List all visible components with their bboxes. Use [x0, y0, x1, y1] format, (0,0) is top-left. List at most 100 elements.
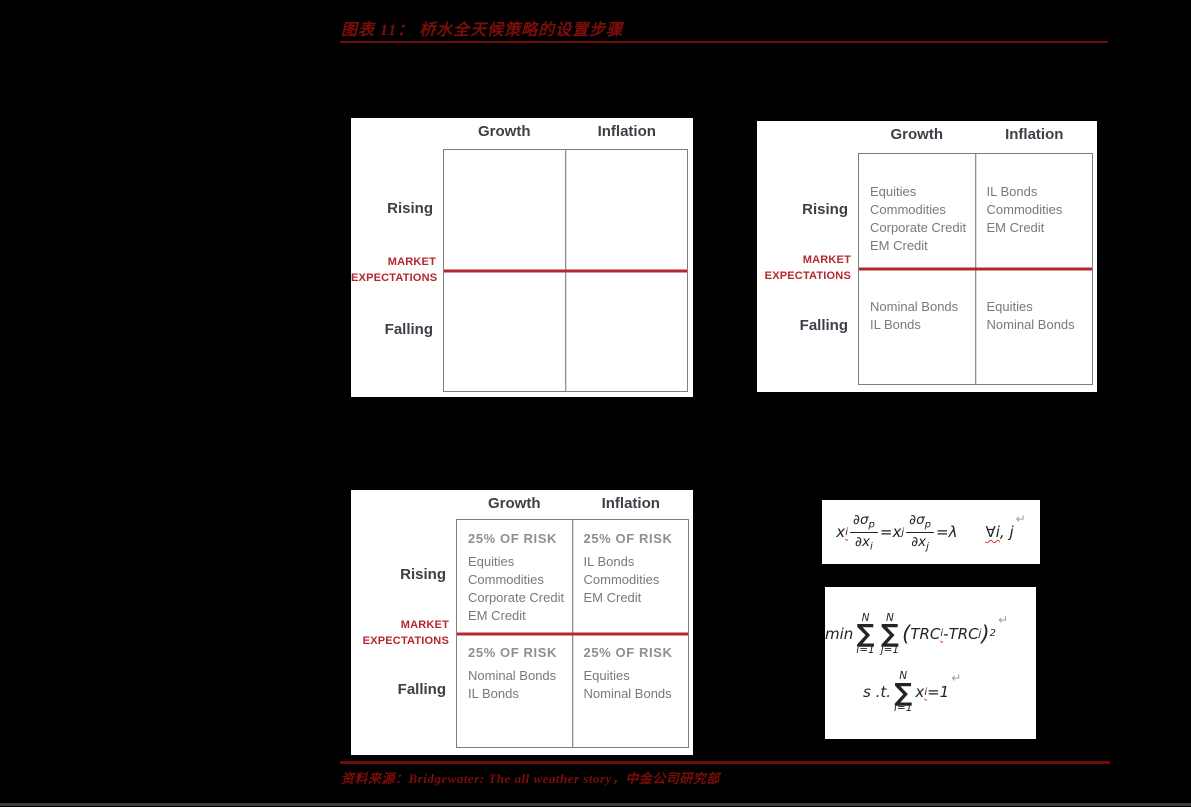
math-numerator: ∂σ [852, 511, 869, 528]
math-numerator: ∂σ [909, 511, 925, 528]
paragraph-return-mark: ↵ [951, 671, 962, 685]
row-label-rising: Rising [802, 201, 848, 218]
matrix-cell-rising-growth: Equities Commodities Corporate Credit EM… [859, 154, 976, 269]
math-equals: = [879, 523, 893, 541]
math-subscript: j [901, 526, 905, 538]
source-divider-line [340, 761, 1110, 764]
market-label-line2: EXPECTATIONS [362, 634, 449, 647]
matrix-cell-falling-inflation [566, 271, 688, 392]
matrix-cell-rising-inflation: 25% OF RISK IL Bonds Commodities EM Cred… [573, 520, 689, 634]
open-paren: ( [902, 621, 911, 646]
paragraph-return-mark: ↵ [1015, 511, 1026, 526]
math-equals-lambda: =λ [936, 523, 958, 541]
asset-line: EM Credit [986, 220, 1045, 235]
math-var: TRC [910, 624, 941, 643]
col-header-growth: Growth [478, 123, 531, 140]
asset-line: Nominal Bonds [986, 317, 1075, 332]
asset-line: IL Bonds [986, 184, 1038, 199]
col-header-inflation: Inflation [1005, 126, 1064, 143]
sum-lower-limit: i=1 [856, 643, 875, 656]
summation-i: N ∑ i=1 [856, 613, 874, 655]
market-expectations-line [457, 632, 688, 635]
matrix-grid: Equities Commodities Corporate Credit EM… [858, 153, 1093, 385]
matrix-cell-rising-growth: 25% OF RISK Equities Commodities Corpora… [457, 520, 573, 634]
close-paren: ) [981, 621, 990, 646]
math-subject-to: s .t. [863, 683, 892, 702]
asset-line: Corporate Credit [468, 590, 565, 605]
summation-i: N ∑ i=1 [894, 671, 912, 713]
math-var: x [892, 523, 902, 541]
asset-line: Nominal Bonds [468, 667, 557, 683]
asset-line: IL Bonds [583, 554, 635, 569]
matrix-panel-assets: Growth Inflation Rising MARKET EXPECTATI… [757, 121, 1097, 392]
math-var: x [915, 683, 925, 702]
market-label-line2: EXPECTATIONS [351, 271, 438, 284]
market-expectations-line [444, 269, 687, 272]
math-exponent: 2 [989, 628, 996, 640]
row-label-falling: Falling [384, 321, 433, 339]
math-subscript: j [978, 628, 982, 640]
objective-equation: min N ∑ i=1 N ∑ j=1 ( TRC i - TRC j ) 2 ↵ [825, 613, 1036, 655]
math-subscript: p [924, 519, 932, 531]
asset-line: Equities [986, 299, 1033, 314]
asset-line: Commodities [468, 572, 544, 587]
asset-line: Nominal Bonds [870, 299, 959, 314]
math-fraction: ∂σp ∂xi [849, 511, 878, 553]
market-expectations-label: MARKET EXPECTATIONS [351, 617, 449, 649]
sum-upper-limit: N [899, 670, 908, 682]
figure-source: 资料来源：Bridgewater: The all weather story，… [341, 771, 720, 786]
asset-line: IL Bonds [870, 317, 921, 332]
risk-share-label: 25% OF RISK [468, 644, 557, 660]
matrix-panel-empty: Growth Inflation Rising MARKET EXPECTATI… [351, 118, 693, 397]
sum-lower-limit: j=1 [880, 643, 900, 656]
matrix-cell-rising-growth [444, 150, 566, 271]
sum-upper-limit: N [861, 611, 870, 624]
matrix-cell-rising-inflation: IL Bonds Commodities EM Credit [976, 154, 1093, 269]
math-forall-rest: , j [999, 523, 1014, 541]
matrix-cell-rising-inflation [566, 150, 688, 271]
col-header-growth: Growth [890, 126, 944, 143]
asset-line: Commodities [583, 572, 660, 587]
math-denominator: ∂x [855, 533, 871, 550]
summation-j: N ∑ j=1 [881, 613, 899, 655]
paragraph-return-mark: ↵ [998, 612, 1009, 627]
math-var: x [836, 523, 846, 541]
asset-line: Equities [870, 184, 917, 199]
market-label-line1: MARKET [400, 618, 449, 631]
asset-line: Nominal Bonds [583, 685, 672, 701]
market-expectations-label: MARKET EXPECTATIONS [757, 252, 851, 284]
market-label-line1: MARKET [387, 255, 436, 268]
sigma-symbol: ∑ [880, 619, 899, 649]
math-minus: - [943, 624, 949, 643]
risk-share-label: 25% OF RISK [468, 531, 557, 546]
market-expectations-label: MARKET EXPECTATIONS [351, 254, 438, 286]
figure-title: 图表 11： 桥水全天候策略的设置步骤 [341, 22, 624, 39]
matrix-cell-falling-inflation: 25% OF RISK Equities Nominal Bonds [573, 634, 689, 748]
sum-upper-limit: N [885, 611, 894, 624]
math-subscript: j [926, 541, 929, 553]
sigma-symbol: ∑ [856, 619, 875, 649]
asset-line: EM Credit [468, 608, 526, 623]
formula-optimization: min N ∑ i=1 N ∑ j=1 ( TRC i - TRC j ) 2 ↵ s… [825, 587, 1036, 739]
row-label-falling: Falling [799, 317, 848, 334]
col-header-inflation: Inflation [601, 495, 660, 512]
market-expectations-line [859, 267, 1092, 271]
matrix-cell-falling-growth: 25% OF RISK Nominal Bonds IL Bonds [457, 634, 573, 748]
asset-line: Corporate Credit [870, 220, 967, 235]
asset-line: Commodities [870, 202, 946, 217]
matrix-cell-falling-growth: Nominal Bonds IL Bonds [859, 269, 976, 384]
asset-line: EM Credit [583, 590, 642, 605]
matrix-grid: 25% OF RISK Equities Commodities Corpora… [456, 519, 689, 748]
matrix-column-headers: Growth Inflation [858, 126, 1093, 143]
math-denominator: ∂x [911, 533, 927, 550]
math-subscript: i [845, 526, 848, 538]
asset-line: Equities [583, 667, 630, 683]
col-header-inflation: Inflation [597, 123, 656, 140]
math-subscript: i [870, 541, 873, 553]
matrix-cell-falling-growth [444, 271, 566, 392]
matrix-panel-risk: Growth Inflation Rising MARKET EXPECTATI… [351, 490, 693, 755]
col-header-growth: Growth [488, 495, 541, 512]
